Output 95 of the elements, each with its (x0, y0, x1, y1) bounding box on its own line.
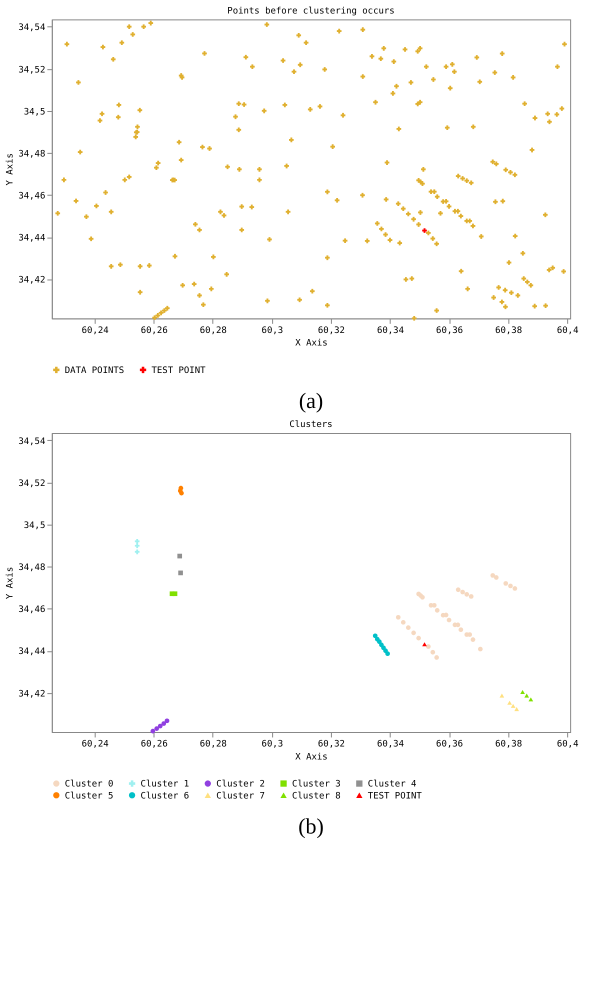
y-tick-label: 34,54 (18, 23, 46, 34)
x-tick-label: 60,24 (82, 739, 109, 750)
text: (a) (298, 388, 324, 414)
legend-label: Cluster 4 (368, 780, 416, 790)
legend-label: Cluster 6 (140, 791, 190, 802)
point (456, 587, 461, 592)
x-tick-label: 60,4 (556, 739, 578, 750)
point (446, 618, 452, 622)
point (134, 543, 140, 548)
x-tick-label: 60,34 (376, 326, 404, 336)
x-tick-label: 60,24 (82, 326, 109, 336)
legend-label: Cluster 7 (216, 791, 265, 802)
legend-label: DATA POINTS (64, 366, 124, 376)
y-tick-label: 34,44 (18, 234, 46, 244)
x-tick-label: 60,3 (262, 739, 284, 750)
point (490, 573, 496, 578)
legend-label: Cluster 2 (216, 780, 265, 790)
legend-label: TEST POINT (152, 366, 206, 376)
point (178, 570, 183, 576)
x-tick-label: 60,28 (200, 739, 227, 750)
y-axis-title: Y Axis (5, 153, 16, 186)
y-tick-label: 34,5 (24, 520, 46, 531)
point (426, 644, 431, 649)
x-tick-label: 60,38 (495, 326, 522, 336)
text: (b) (298, 814, 324, 839)
y-tick-label: 34,42 (18, 276, 46, 286)
point (470, 637, 476, 642)
y-tick-label: 34,52 (18, 65, 46, 76)
point (434, 608, 440, 613)
x-tick-label: 60,36 (436, 326, 464, 336)
point (468, 594, 474, 599)
x-axis-title: X Axis (295, 752, 328, 762)
y-tick-label: 34,44 (18, 647, 46, 658)
point (503, 581, 508, 586)
point (508, 584, 513, 588)
legend-label: Cluster 3 (292, 780, 341, 790)
point (164, 718, 170, 724)
point (161, 721, 166, 726)
point (500, 694, 504, 698)
point (372, 633, 378, 638)
point (464, 592, 470, 597)
point (478, 646, 483, 652)
point (406, 625, 411, 630)
point (510, 704, 516, 708)
y-tick-label: 34,46 (18, 605, 46, 616)
x-tick-label: 60,28 (200, 326, 227, 336)
x-tick-label: 60,36 (436, 739, 464, 750)
y-tick-label: 34,52 (18, 478, 46, 489)
point (416, 636, 421, 640)
point (158, 724, 163, 728)
point (150, 728, 156, 734)
y-axis-title: Y Axis (5, 566, 16, 600)
point (177, 554, 182, 558)
x-tick-label: 60,3 (262, 326, 284, 336)
chart-title: Clusters (289, 420, 333, 430)
point (154, 726, 160, 731)
point (434, 655, 439, 660)
legend-label: Cluster 8 (292, 791, 341, 802)
x-tick-label: 60,26 (140, 739, 168, 750)
y-tick-label: 34,54 (18, 436, 46, 447)
y-tick-label: 34,42 (18, 689, 46, 700)
point (385, 651, 390, 656)
point (134, 550, 140, 554)
legend-label: TEST POINT (368, 791, 422, 802)
x-tick-label: 60,38 (495, 739, 522, 750)
chart-title: Points before clustering occurs (227, 6, 395, 16)
point (524, 694, 530, 698)
legend-label: Cluster 5 (64, 791, 114, 802)
point (512, 586, 518, 591)
legend-label: Cluster 1 (140, 780, 190, 790)
point (134, 538, 140, 544)
point (507, 700, 512, 705)
x-tick-label: 60,34 (376, 739, 404, 750)
point (396, 614, 401, 620)
point (422, 642, 427, 646)
point (514, 707, 520, 712)
y-tick-label: 34,5 (24, 107, 46, 118)
y-tick-label: 34,48 (18, 563, 46, 574)
x-axis-title: X Axis (295, 338, 328, 349)
point (400, 620, 406, 625)
legend-label: Cluster 0 (64, 780, 114, 790)
x-tick-label: 60,32 (318, 326, 345, 336)
y-tick-label: 34,48 (18, 149, 46, 160)
point (172, 591, 178, 596)
point (411, 630, 416, 636)
x-tick-label: 60,4 (556, 326, 578, 336)
point (430, 650, 436, 655)
point (528, 697, 534, 702)
y-tick-label: 34,46 (18, 192, 46, 202)
x-tick-label: 60,32 (318, 739, 345, 750)
point (458, 627, 464, 632)
point (520, 690, 525, 694)
x-tick-label: 60,26 (140, 326, 168, 336)
point (494, 575, 499, 580)
point (460, 590, 465, 594)
